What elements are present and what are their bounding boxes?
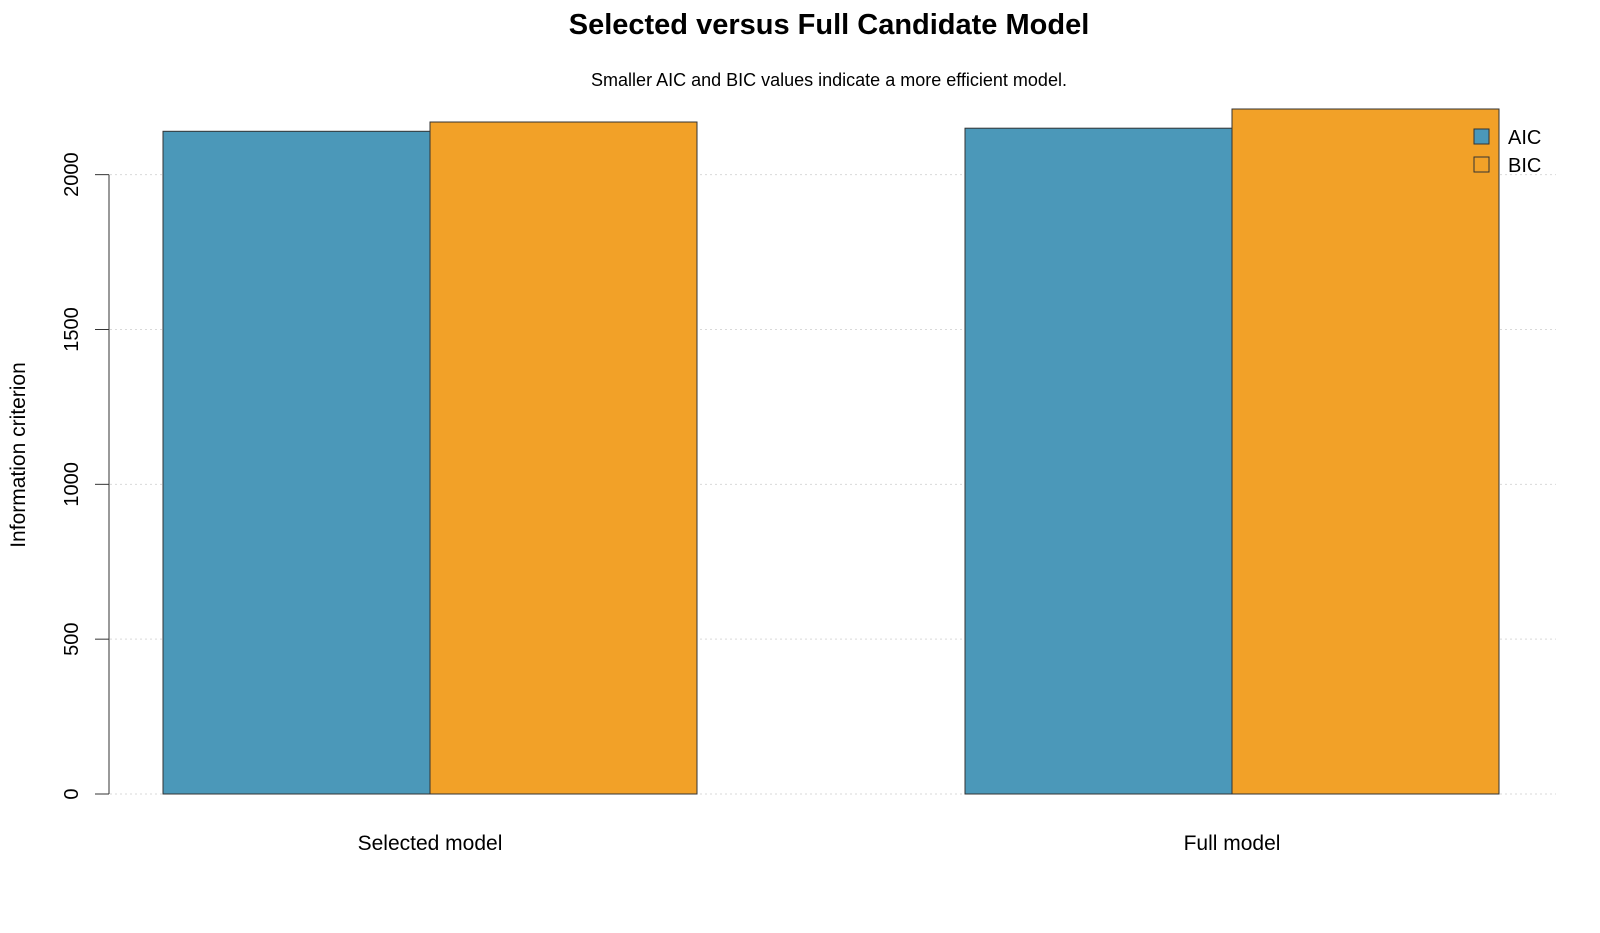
chart-title: Selected versus Full Candidate Model — [569, 9, 1090, 41]
category-label-0: Selected model — [358, 832, 503, 855]
bar-bic-1 — [1231, 108, 1500, 795]
y-tick-label-1500: 1500 — [61, 307, 83, 352]
y-tick-label-1000: 1000 — [61, 462, 83, 507]
bar-aic-0 — [162, 130, 431, 795]
y-tick-label-2000: 2000 — [61, 152, 83, 197]
legend-swatch-bic — [1473, 156, 1490, 173]
legend-swatch-aic — [1473, 128, 1490, 145]
bar-aic-1 — [964, 127, 1233, 795]
legend-label-bic: BIC — [1508, 155, 1541, 177]
category-labels: Selected model Full model — [358, 832, 1281, 855]
bar-bic-0 — [429, 121, 698, 795]
legend-label-aic: AIC — [1508, 127, 1541, 149]
chart-subtitle: Smaller AIC and BIC values indicate a mo… — [591, 70, 1067, 90]
y-axis: 0 500 1000 1500 2000 — [61, 152, 110, 800]
y-tick-label-500: 500 — [61, 622, 83, 655]
y-axis-title: Information criterion — [7, 362, 30, 548]
legend: AIC BIC — [1473, 127, 1541, 177]
bars — [162, 108, 1500, 795]
category-label-1: Full model — [1184, 832, 1281, 855]
y-tick-label-0: 0 — [61, 788, 83, 799]
